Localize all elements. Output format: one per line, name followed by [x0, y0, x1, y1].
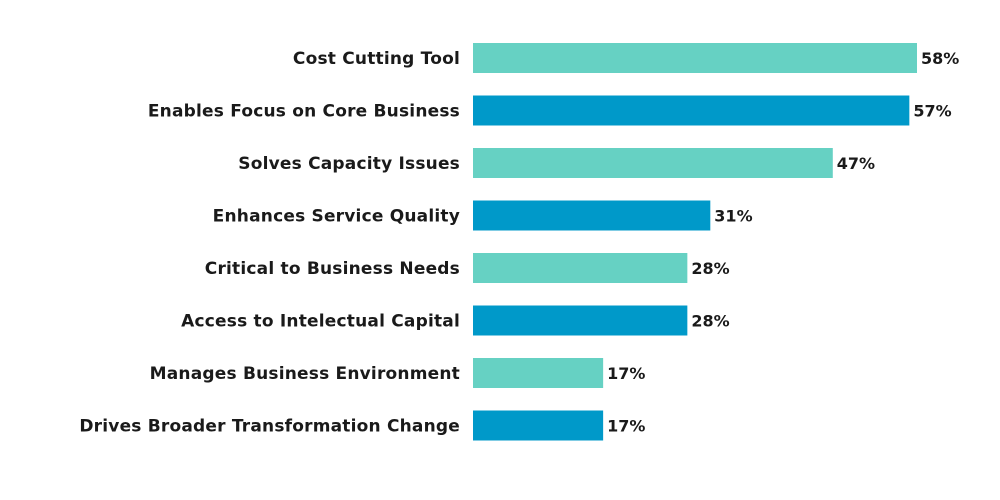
category-label: Manages Business Environment — [150, 364, 460, 384]
bar — [473, 200, 711, 231]
bar — [473, 358, 604, 388]
value-label: 31% — [714, 207, 752, 226]
value-label: 47% — [837, 154, 875, 173]
bar — [473, 410, 604, 441]
bar — [473, 305, 688, 336]
value-label: 17% — [607, 417, 645, 436]
category-label: Solves Capacity Issues — [238, 154, 460, 174]
value-label: 17% — [607, 364, 645, 383]
category-label: Enables Focus on Core Business — [148, 102, 460, 122]
value-label: 28% — [691, 312, 729, 331]
bar — [473, 148, 833, 178]
category-label: Enhances Service Quality — [213, 207, 460, 227]
category-label: Drives Broader Transformation Change — [79, 417, 460, 437]
value-label: 58% — [921, 49, 959, 68]
category-label: Critical to Business Needs — [205, 259, 460, 279]
value-label: 57% — [913, 102, 951, 121]
value-label: 28% — [691, 259, 729, 278]
bar — [473, 95, 910, 126]
bar — [473, 253, 688, 283]
category-label: Cost Cutting Tool — [293, 49, 460, 69]
bar — [473, 43, 917, 73]
category-label: Access to Intelectual Capital — [181, 312, 460, 332]
